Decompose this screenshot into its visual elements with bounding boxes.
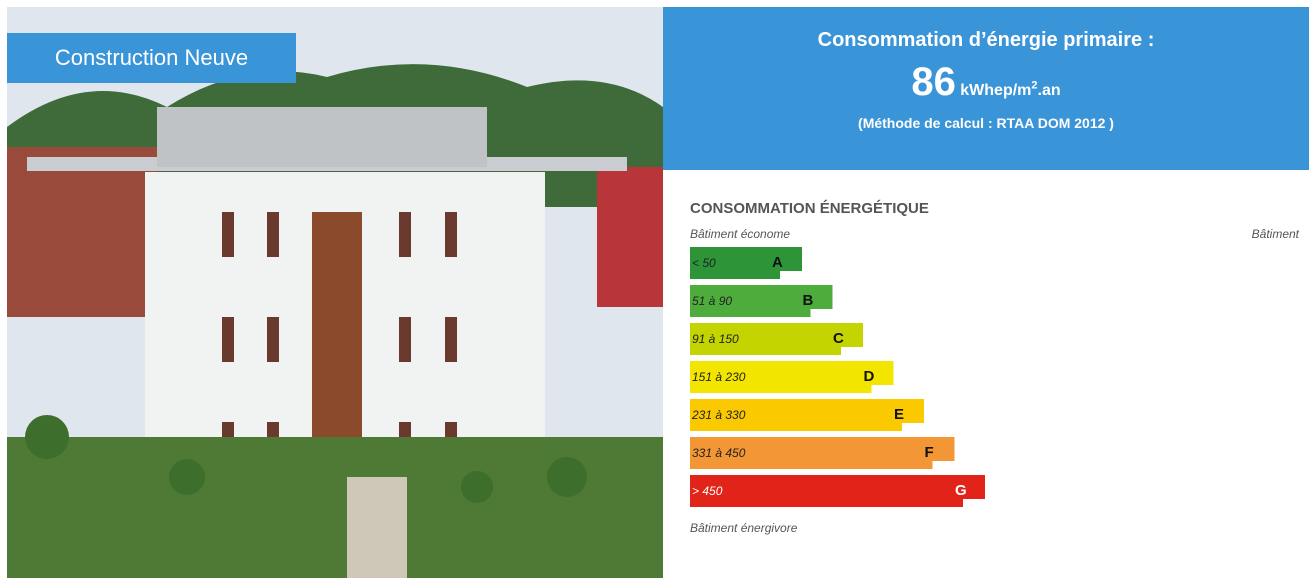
header-unit: kWhep/m <box>960 82 1031 99</box>
header-title: Consommation d’énergie primaire : <box>663 29 1309 52</box>
class-range: 331 à 450 <box>692 446 746 460</box>
label-top-left: Bâtiment économe <box>690 227 790 241</box>
label-title: CONSOMMATION ÉNERGÉTIQUE <box>690 200 929 217</box>
class-letter: C <box>833 330 844 347</box>
class-letter: A <box>772 254 783 271</box>
class-letter: B <box>803 292 814 309</box>
class-range: 91 à 150 <box>692 332 739 346</box>
header-method: (Méthode de calcul : RTAA DOM 2012 ) <box>663 115 1309 131</box>
class-range: 51 à 90 <box>692 294 732 308</box>
class-range: 151 à 230 <box>692 370 746 384</box>
class-letter: D <box>864 368 875 385</box>
class-letter: F <box>925 444 934 461</box>
header-panel: Consommation d’énergie primaire : 86 kWh… <box>663 7 1309 170</box>
energy-scale: < 50 A 51 à 90 B 91 à 150 C 151 à 230 D 231 à 33… <box>680 240 1080 520</box>
page: Construction Neuve Consommation d’énergi… <box>0 0 1309 578</box>
header-value-row: 86 kWhep/m2.an <box>663 60 1309 105</box>
label-top-right: Bâtiment <box>1252 227 1299 241</box>
class-range: 231 à 330 <box>691 408 746 422</box>
class-letter: G <box>955 482 967 499</box>
energy-bar <box>690 475 985 507</box>
class-range: > 450 <box>692 484 723 498</box>
class-letter: E <box>894 406 904 423</box>
label-bottom: Bâtiment énergivore <box>690 521 797 535</box>
header-unit-suffix: .an <box>1038 82 1061 99</box>
building-photo <box>7 7 663 578</box>
header-value: 86 <box>911 60 956 104</box>
class-range: < 50 <box>692 256 716 270</box>
photo-label: Construction Neuve <box>7 33 296 83</box>
